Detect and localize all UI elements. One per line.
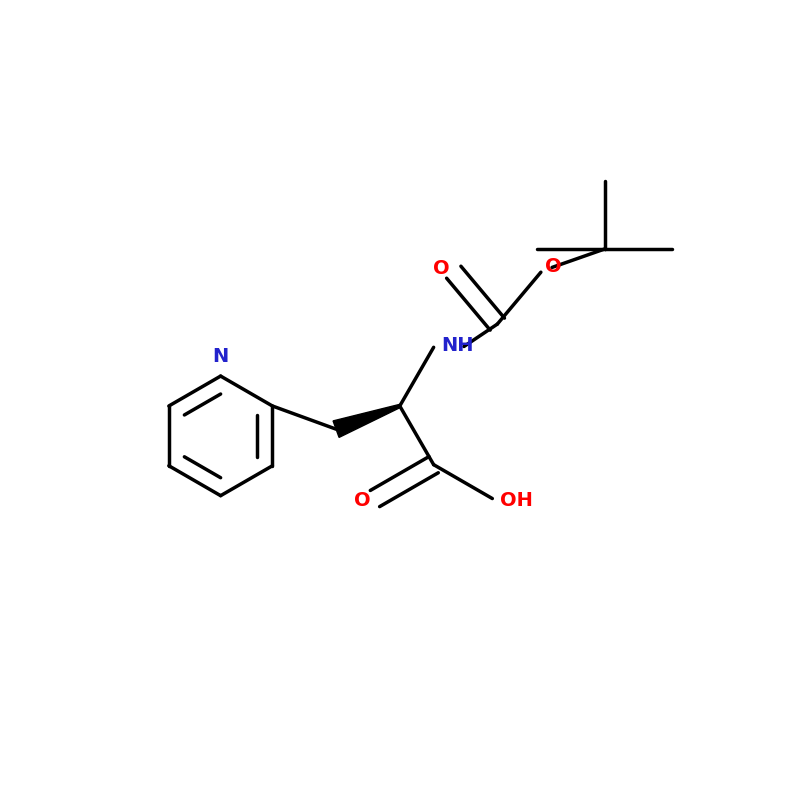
Text: O: O: [433, 258, 450, 278]
Text: N: N: [213, 346, 229, 366]
Text: OH: OH: [500, 491, 533, 510]
Text: O: O: [546, 257, 562, 276]
Polygon shape: [333, 405, 400, 438]
Text: O: O: [354, 490, 370, 510]
Text: NH: NH: [442, 336, 474, 355]
